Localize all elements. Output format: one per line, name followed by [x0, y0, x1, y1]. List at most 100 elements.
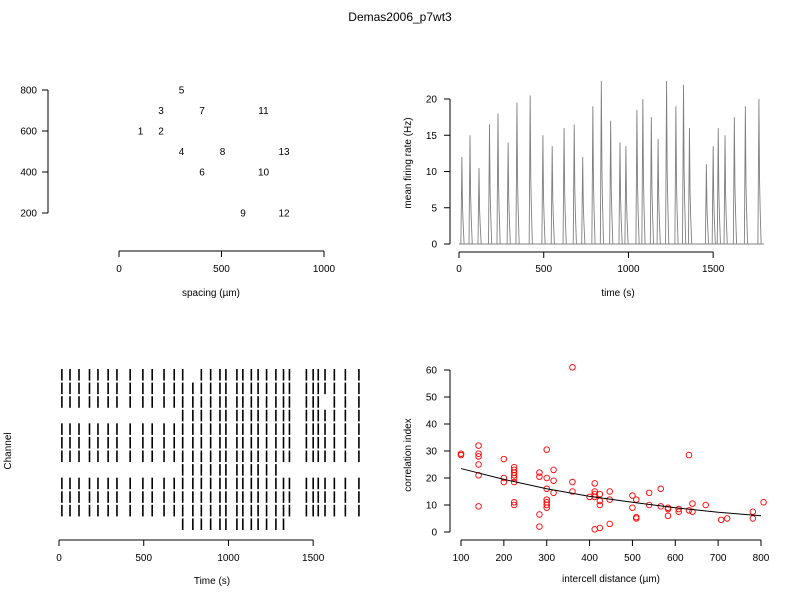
correlation-point [717, 516, 725, 524]
correlation-point [510, 472, 518, 479]
correlation-point [550, 477, 557, 484]
p1-y-tick-label: 800 [20, 86, 37, 97]
rate-burst-line [496, 113, 501, 245]
p2-y-tick-label: 20 [426, 95, 438, 106]
electrode-label: 8 [220, 147, 226, 158]
p4-x-tick-label: 500 [624, 553, 641, 564]
rate-burst-line [711, 146, 716, 245]
rate-burst-line [562, 127, 567, 245]
correlation-point [749, 515, 757, 522]
rate-burst-line [488, 124, 493, 245]
panel-mean-firing-rate: 0 5 10 15 20 0 500 1000 1500 time (s) mean firi… [403, 80, 764, 299]
p4-y-tick-label: 30 [426, 447, 438, 458]
electrode-label: 6 [199, 168, 205, 179]
correlation-point [596, 490, 604, 498]
correlation-point [629, 492, 636, 499]
p1-x-tick-label: 1000 [313, 264, 336, 275]
rate-burst-line [460, 156, 465, 245]
correlation-point [606, 520, 613, 528]
rate-burst-line [506, 142, 511, 245]
correlation-point [664, 505, 672, 513]
p2-y-tick-label: 0 [431, 240, 437, 251]
rate-burst-line [477, 167, 482, 245]
p4-y-tick-label: 10 [426, 501, 438, 512]
correlation-point [543, 501, 550, 509]
fit-curve [460, 468, 762, 517]
p1-y-tick-label: 400 [20, 168, 37, 179]
electrode-label: 1 [138, 127, 144, 138]
p3-x-axis-title: Time (s) [194, 576, 230, 587]
correlation-point [689, 508, 696, 516]
rate-burst-line [550, 146, 555, 245]
p3-x-tick-label: 0 [56, 553, 62, 564]
correlation-point [543, 446, 550, 453]
rate-burst-line [609, 120, 614, 245]
correlation-point [685, 451, 693, 459]
rate-burst-line [591, 106, 596, 245]
rate-burst-line [468, 135, 473, 245]
electrode-label: 11 [258, 106, 269, 117]
rate-burst-line [641, 98, 646, 245]
electrode-label: 12 [278, 209, 290, 220]
p3-x-tick-label: 1500 [302, 553, 325, 564]
p2-y-tick-label: 15 [426, 131, 438, 142]
p1-x-axis-title: spacing (µm) [182, 288, 240, 299]
rate-burst-line [635, 109, 640, 245]
p2-y-tick-label: 10 [426, 167, 438, 178]
correlation-point [629, 504, 636, 511]
correlation-point [543, 504, 550, 511]
correlation-point [606, 488, 613, 495]
p4-y-axis-title: correlation index [403, 418, 414, 491]
correlation-point [596, 501, 604, 509]
correlation-point [689, 500, 696, 507]
correlation-point [569, 364, 576, 371]
correlation-point [633, 515, 640, 522]
correlation-point [536, 469, 543, 476]
rate-burst-line [723, 135, 728, 245]
p1-x-tick-label: 500 [213, 264, 230, 275]
correlation-point [749, 508, 757, 516]
electrode-label: 7 [199, 106, 205, 117]
correlation-point [723, 515, 731, 522]
correlation-point [569, 488, 576, 495]
electrode-label: 5 [179, 86, 185, 97]
correlation-point [633, 496, 640, 503]
p4-x-tick-label: 200 [496, 553, 513, 564]
p2-x-axis-title: time (s) [601, 288, 634, 299]
p4-x-tick-label: 300 [538, 553, 555, 564]
p2-x-tick-label: 500 [535, 264, 552, 275]
correlation-point [536, 523, 543, 530]
rate-burst-line [743, 106, 749, 245]
rate-burst-line [682, 84, 687, 245]
correlation-point [675, 508, 682, 516]
p4-x-tick-label: 400 [581, 553, 598, 564]
rate-burst-line [581, 156, 586, 245]
figure-title: Demas2006_p7wt3 [348, 10, 452, 24]
p4-y-tick-label: 0 [431, 528, 437, 539]
electrode-label: 4 [179, 147, 185, 158]
correlation-point [543, 474, 550, 482]
correlation-point [657, 485, 664, 493]
correlation-point [675, 505, 682, 513]
p3-y-axis-title: Channel [3, 432, 14, 469]
rate-burst-line [656, 138, 661, 245]
correlation-point [550, 489, 557, 497]
panel-correlation-index: 0 10 20 30 40 50 60 100 200 300 400 500 600 700 800 i… [403, 364, 770, 585]
p4-y-tick-label: 60 [426, 366, 438, 377]
p4-x-tick-label: 800 [753, 553, 770, 564]
p1-y-tick-label: 600 [20, 127, 37, 138]
p2-x-tick-label: 1000 [617, 264, 640, 275]
correlation-point [591, 480, 598, 487]
correlation-point [569, 478, 576, 486]
rate-burst-line [541, 135, 546, 245]
p2-x-tick-label: 1500 [702, 264, 725, 275]
rate-burst-line [528, 95, 533, 245]
p2-y-axis-title: mean firing rate (Hz) [403, 117, 414, 208]
correlation-point [475, 503, 482, 510]
p4-x-tick-label: 100 [453, 553, 470, 564]
correlation-point [536, 511, 543, 518]
rate-burst-line [665, 80, 670, 245]
correlation-point [510, 501, 518, 509]
rate-burst-line [572, 124, 577, 245]
